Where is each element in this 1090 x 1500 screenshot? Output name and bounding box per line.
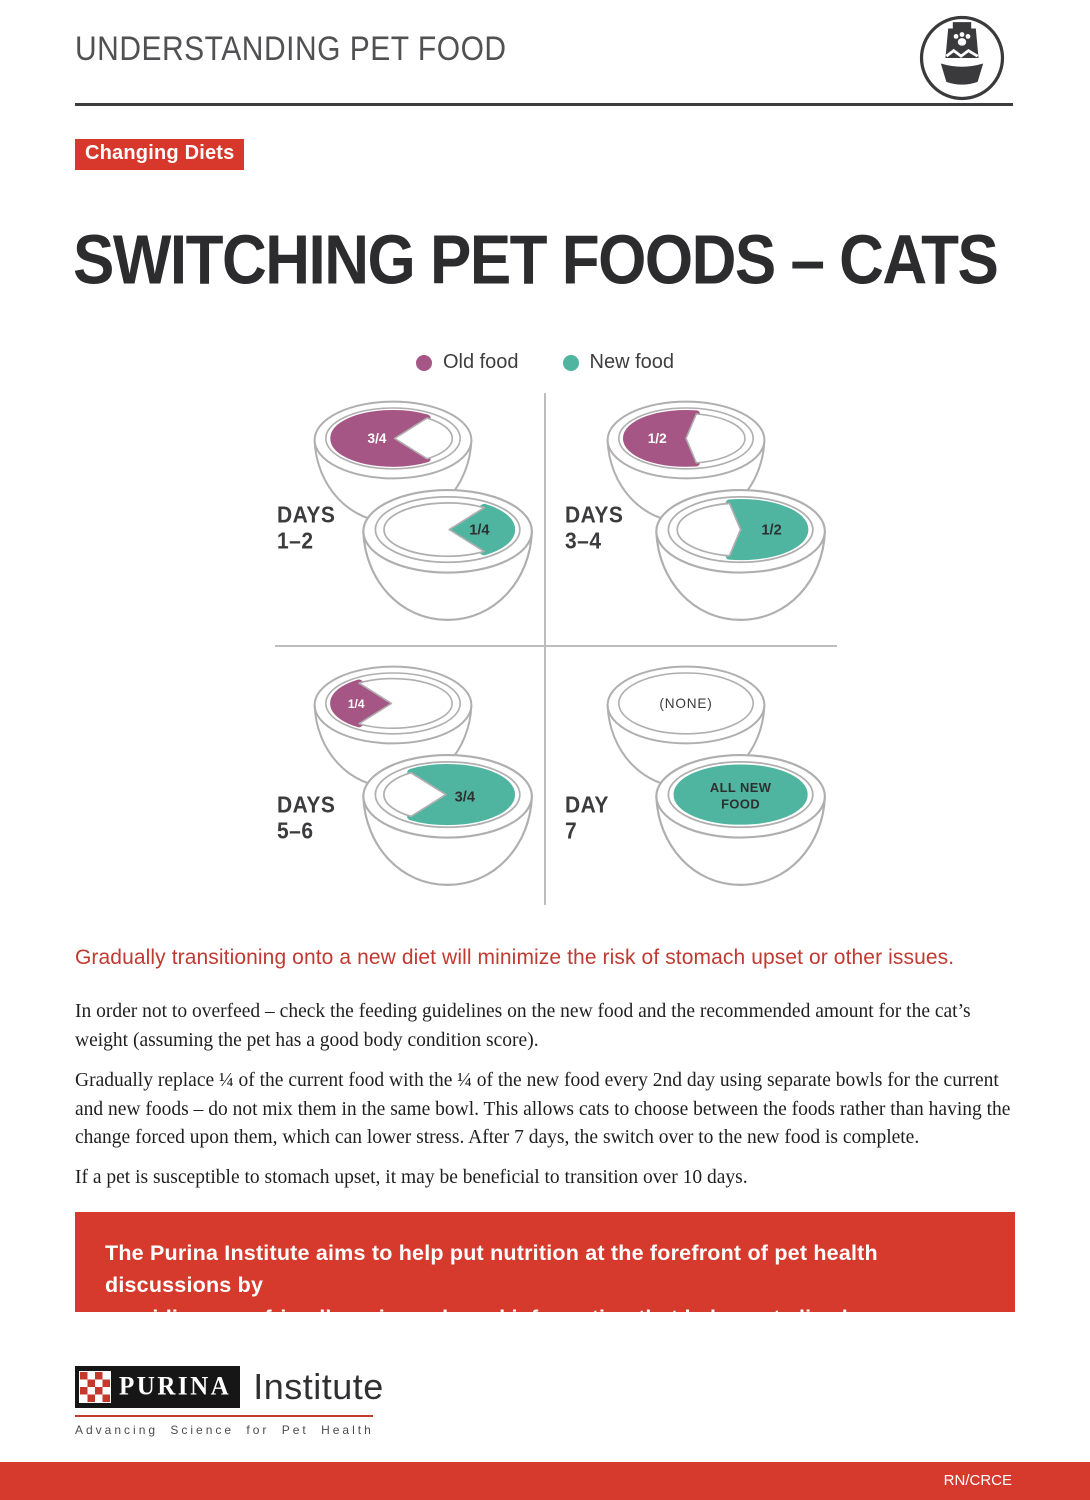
legend-label-old: Old food [442, 351, 519, 373]
old-fraction-label: 1/2 [648, 431, 667, 446]
footer-bar: RN/CRCE [0, 1462, 1090, 1500]
purina-institute-logo: PURINA Institute Advancing Science for P… [75, 1366, 383, 1437]
new-fraction-label: 1/4 [469, 523, 490, 539]
diagram-vertical-divider [544, 393, 546, 905]
footer-code: RN/CRCE [943, 1472, 1012, 1489]
new-fraction-label: 3/4 [455, 789, 476, 805]
pet-food-bag-bowl-icon [916, 12, 1008, 109]
old-food-bowl: 1/4 [313, 665, 473, 789]
paragraph-2: Gradually replace ¼ of the current food … [75, 1069, 1011, 1149]
checkerboard-logo-icon [79, 1371, 111, 1403]
diagram-horizontal-divider [275, 645, 837, 647]
header-divider [75, 103, 1013, 106]
highlight-sentence: Gradually transitioning onto a new diet … [75, 946, 955, 969]
legend-item-old-food: Old food [415, 351, 519, 374]
paragraph-1: In order not to overfeed – check the fee… [75, 1001, 971, 1051]
purina-institute-callout: The Purina Institute aims to help put nu… [75, 1212, 1015, 1362]
page-header-title: UNDERSTANDING PET FOOD [75, 30, 507, 68]
new-food-dot-icon [562, 354, 579, 371]
new-fraction-label-line2: FOOD [721, 796, 760, 811]
old-fraction-label: 3/4 [368, 431, 387, 446]
old-fraction-label: (NONE) [659, 696, 712, 711]
legend-label-new: New food [589, 351, 675, 373]
changing-diets-badge: Changing Diets [75, 139, 245, 170]
label-days-5-6: DAYS 5–6 [277, 793, 336, 844]
callout-line-1: The Purina Institute aims to help put nu… [105, 1241, 878, 1298]
body-text: In order not to overfeed – check the fee… [75, 998, 1025, 1204]
new-food-bowl: 3/4 [362, 753, 533, 886]
page-title: SWITCHING PET FOODS – CATS [73, 222, 999, 300]
old-food-bowl: 1/2 [606, 400, 766, 524]
legend: Old food New food [0, 351, 1090, 374]
logo-red-rule [75, 1415, 373, 1417]
new-food-bowl: 1/4 [362, 488, 533, 621]
old-food-dot-icon [415, 354, 432, 371]
quadrant-days-1-2: 3/4 1/4 [305, 398, 565, 638]
label-days-1-2: DAYS 1–2 [277, 503, 336, 554]
logo-institute-text: Institute [253, 1366, 384, 1407]
new-food-bowl: 1/2 [655, 488, 826, 621]
purina-logo-box: PURINA [75, 1366, 241, 1408]
callout-line-2: providing user-friendly, science-based i… [105, 1305, 914, 1362]
logo-brand-text: PURINA [119, 1372, 232, 1401]
old-fraction-label: 1/4 [348, 697, 365, 711]
logo-tagline: Advancing Science for Pet Health [75, 1423, 374, 1437]
quadrant-days-3-4: 1/2 1/2 [598, 398, 858, 638]
label-days-3-4: DAYS 3–4 [565, 503, 624, 554]
quadrant-days-5-6: 1/4 3/4 [305, 663, 565, 903]
label-day-7: DAY 7 [565, 793, 609, 844]
new-food-bowl: ALL NEW FOOD [655, 753, 826, 886]
new-fraction-label-line1: ALL NEW [710, 780, 772, 795]
legend-item-new-food: New food [562, 351, 675, 374]
quadrant-day-7: (NONE) ALL NEW FOOD [598, 663, 858, 903]
new-fraction-label: 1/2 [761, 523, 781, 539]
paragraph-3: If a pet is susceptible to stomach upset… [75, 1167, 748, 1189]
